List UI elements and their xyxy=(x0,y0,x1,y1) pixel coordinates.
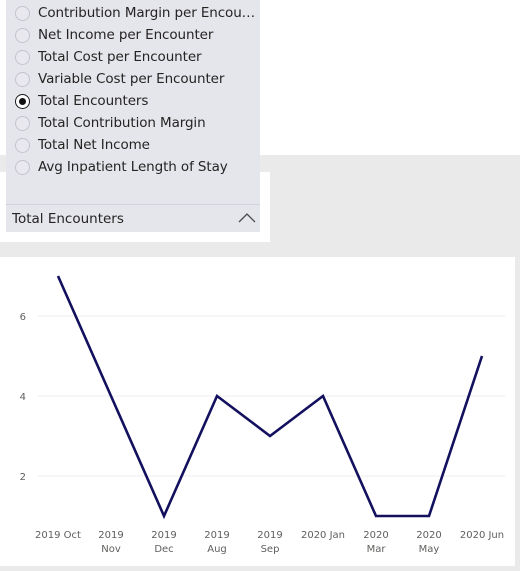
y-tick-label: 4 xyxy=(20,392,26,403)
radio-icon[interactable] xyxy=(15,6,30,21)
x-tick-label: 2020 xyxy=(363,530,388,541)
slicer-option[interactable]: Total Contribution Margin xyxy=(6,113,260,135)
data-point[interactable] xyxy=(426,513,432,519)
x-tick-label: 2019 xyxy=(98,530,123,541)
slicer-option-label: Contribution Margin per Encount... xyxy=(38,5,260,21)
slicer-option-label: Variable Cost per Encounter xyxy=(38,71,225,87)
radio-icon[interactable] xyxy=(15,28,30,43)
radio-icon[interactable] xyxy=(15,50,30,65)
slicer-option[interactable]: Avg Inpatient Length of Stay xyxy=(6,157,260,179)
radio-icon[interactable] xyxy=(15,72,30,87)
radio-icon[interactable] xyxy=(15,138,30,153)
slicer-option[interactable]: Total Encounters xyxy=(6,91,260,113)
chart-card: 2 4 6 2019 Oct 2019 Nov 2019 Dec 2019 Aug 2019 Sep 2… xyxy=(0,257,515,566)
data-point[interactable] xyxy=(55,273,61,279)
slicer-option[interactable]: Total Net Income xyxy=(6,135,260,157)
slicer-option-label: Total Encounters xyxy=(38,93,149,109)
y-tick-label: 6 xyxy=(20,312,26,323)
data-point[interactable] xyxy=(479,353,485,359)
data-point[interactable] xyxy=(267,433,273,439)
radio-icon[interactable] xyxy=(15,116,30,131)
radio-selected-icon[interactable] xyxy=(15,94,30,109)
slicer-option[interactable]: Total Cost per Encounter xyxy=(6,47,260,69)
line-chart: 2 4 6 2019 Oct 2019 Nov 2019 Dec 2019 Aug 2019 Sep 2… xyxy=(20,273,505,555)
slicer-option[interactable]: Contribution Margin per Encount... xyxy=(6,3,260,25)
data-point[interactable] xyxy=(320,393,326,399)
x-tick-label: Nov xyxy=(101,544,121,555)
x-tick-label: 2019 xyxy=(204,530,229,541)
data-point[interactable] xyxy=(108,393,114,399)
slicer-option[interactable]: Net Income per Encounter xyxy=(6,25,260,47)
x-tick-label: 2020 Jun xyxy=(460,530,504,541)
slicer-option-label: Net Income per Encounter xyxy=(38,27,214,43)
x-tick-label: 2020 xyxy=(416,530,441,541)
x-tick-label: 2019 Oct xyxy=(35,530,81,541)
metric-slicer-dropdown: Contribution Margin per Encount... Net In… xyxy=(6,0,260,204)
x-tick-label: Aug xyxy=(207,544,227,555)
slicer-option[interactable]: Variable Cost per Encounter xyxy=(6,69,260,91)
slicer-option-label: Avg Inpatient Length of Stay xyxy=(38,159,228,175)
x-tick-label: Mar xyxy=(367,544,387,555)
selected-metric-label: Total Encounters xyxy=(12,211,124,227)
data-point[interactable] xyxy=(373,513,379,519)
series-line[interactable] xyxy=(56,275,484,520)
chevron-up-icon[interactable] xyxy=(238,212,256,224)
slicer-option-label: Total Net Income xyxy=(38,137,150,153)
slicer-option-label: Total Cost per Encounter xyxy=(38,49,202,65)
data-point[interactable] xyxy=(161,513,167,519)
x-tick-label: May xyxy=(419,544,440,555)
y-tick-label: 2 xyxy=(20,472,26,483)
x-tick-label: Sep xyxy=(261,544,280,555)
x-tick-label: 2019 xyxy=(257,530,282,541)
radio-icon[interactable] xyxy=(15,160,30,175)
slicer-option-label: Total Contribution Margin xyxy=(38,115,206,131)
x-tick-label: 2020 Jan xyxy=(301,530,345,541)
metric-slicer-header[interactable]: Total Encounters xyxy=(6,204,260,232)
data-point[interactable] xyxy=(214,393,220,399)
x-tick-label: Dec xyxy=(154,544,173,555)
x-tick-label: 2019 xyxy=(151,530,176,541)
